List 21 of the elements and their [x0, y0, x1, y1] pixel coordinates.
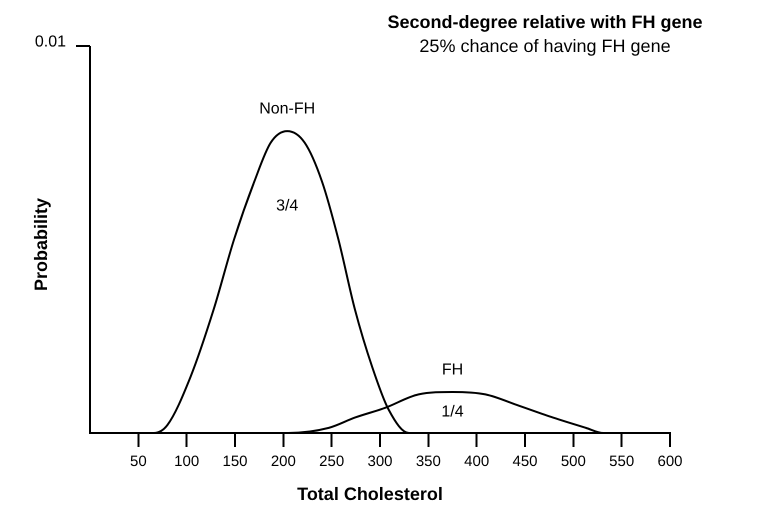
x-tick-label: 150: [222, 453, 248, 470]
x-tick-label: 600: [657, 453, 683, 470]
x-tick-label: 450: [512, 453, 538, 470]
x-tick-label: 100: [174, 453, 200, 470]
annotation: 1/4: [441, 403, 464, 420]
x-tick-label: 400: [464, 453, 490, 470]
x-tick-label: 500: [560, 453, 586, 470]
x-tick-label: 300: [367, 453, 393, 470]
text: 0.01: [34, 33, 66, 50]
chart-subtitle: 25% chance of having FH gene: [419, 36, 671, 56]
x-tick-label: 350: [416, 453, 441, 470]
series-label: FH: [442, 361, 464, 378]
chart-title: Second-degree relative with FH gene: [387, 12, 703, 32]
x-axis-title: Total Cholesterol: [297, 484, 443, 504]
y-axis-title: Probability: [30, 198, 51, 292]
annotation: 3/4: [276, 198, 298, 215]
x-tick-label: 200: [270, 453, 296, 470]
x-tick-label: 550: [609, 453, 634, 470]
x-tick-label: 50: [130, 453, 147, 470]
x-tick-label: 250: [319, 453, 344, 470]
series-label: Non-FH: [259, 100, 316, 118]
